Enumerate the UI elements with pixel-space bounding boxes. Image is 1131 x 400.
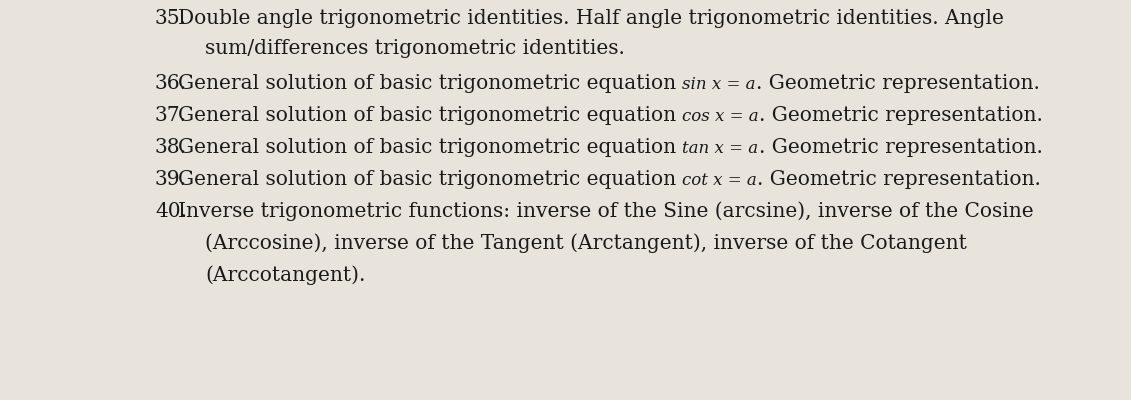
Text: General solution of basic trigonometric equation: General solution of basic trigonometric … (178, 106, 682, 125)
Text: General solution of basic trigonometric equation: General solution of basic trigonometric … (178, 170, 682, 189)
Text: 37.: 37. (155, 106, 187, 125)
Text: . Geometric representation.: . Geometric representation. (758, 170, 1042, 189)
Text: Double angle trigonometric identities. Half angle trigonometric identities. Angl: Double angle trigonometric identities. H… (178, 9, 1004, 28)
Text: Inverse trigonometric functions: inverse of the Sine (arcsine), inverse of the C: Inverse trigonometric functions: inverse… (178, 201, 1034, 221)
Text: 39.: 39. (155, 170, 187, 189)
Text: 40.: 40. (155, 202, 187, 221)
Text: sum/differences trigonometric identities.: sum/differences trigonometric identities… (205, 39, 624, 58)
Text: General solution of basic trigonometric equation: General solution of basic trigonometric … (178, 74, 682, 93)
Text: 36.: 36. (155, 74, 187, 93)
Text: cot x = a: cot x = a (682, 172, 758, 189)
Text: General solution of basic trigonometric equation: General solution of basic trigonometric … (178, 138, 682, 157)
Text: (Arccosine), inverse of the Tangent (Arctangent), inverse of the Cotangent: (Arccosine), inverse of the Tangent (Arc… (205, 233, 967, 253)
Text: . Geometric representation.: . Geometric representation. (759, 106, 1043, 125)
Text: (Arccotangent).: (Arccotangent). (205, 265, 365, 285)
Text: sin x = a: sin x = a (682, 76, 756, 93)
Text: cos x = a: cos x = a (682, 108, 759, 125)
Text: . Geometric representation.: . Geometric representation. (759, 138, 1043, 157)
Text: tan x = a: tan x = a (682, 140, 759, 157)
Text: 38.: 38. (155, 138, 187, 157)
Text: 35.: 35. (155, 9, 187, 28)
Text: . Geometric representation.: . Geometric representation. (756, 74, 1039, 93)
